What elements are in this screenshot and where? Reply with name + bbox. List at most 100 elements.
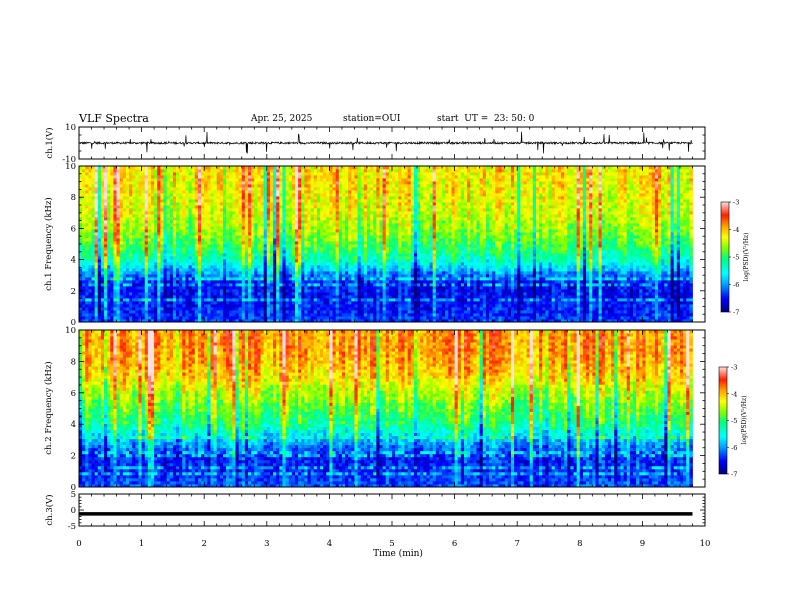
spectrogram-cell [288, 316, 293, 320]
spectrogram-cell [238, 232, 243, 236]
spectrogram-cell [294, 238, 299, 242]
spectrogram-cell [282, 172, 286, 176]
spectrogram-cell [110, 307, 114, 311]
spectrogram-cell [269, 280, 274, 284]
spectrogram-cell [160, 175, 164, 179]
spectrogram-cell [213, 232, 218, 236]
spectrogram-cell [113, 277, 117, 281]
spectrogram-cell [307, 280, 312, 284]
spectrogram-cell [273, 280, 277, 284]
spectrogram-cell [179, 214, 183, 218]
spectrogram-cell [110, 235, 114, 239]
spectrogram-cell [104, 304, 108, 308]
spectrogram-cell [116, 244, 121, 248]
spectrogram-cell [222, 202, 227, 206]
spectrogram-cell [85, 205, 89, 209]
spectrogram-cell [329, 295, 333, 299]
spectrogram-cell [248, 283, 252, 287]
spectrogram-cell [329, 169, 333, 173]
spectrogram-cell [232, 307, 236, 311]
spectrogram-cell [288, 211, 293, 215]
spectrogram-cell [320, 280, 324, 284]
spectrogram-cell [172, 229, 177, 233]
spectrogram-cell [88, 316, 92, 320]
spectrogram-cell [279, 283, 283, 287]
spectrogram-cell [363, 190, 368, 194]
spectrogram-cell [235, 220, 240, 224]
spectrogram-cell [116, 238, 121, 242]
spectrogram-cell [238, 229, 243, 233]
spectrogram-cell [160, 211, 164, 215]
spectrogram-cell [132, 232, 136, 236]
spectrogram-cell [288, 193, 293, 197]
spectrogram-cell [97, 295, 102, 299]
spectrogram-cell [104, 196, 108, 200]
spectrogram-cell [257, 226, 261, 230]
spectrogram-cell [213, 250, 218, 254]
spectrogram-cell [266, 319, 271, 323]
spectrogram-cell [307, 283, 312, 287]
spectrogram-cell [338, 256, 343, 260]
spectrogram-cell [354, 175, 358, 179]
spectrogram-cell [285, 259, 290, 263]
spectrogram-cell [204, 214, 208, 218]
spectrogram-cell [269, 172, 274, 176]
spectrogram-cell [366, 304, 371, 308]
spectrogram-cell [229, 229, 233, 233]
spectrogram-cell [122, 268, 127, 272]
spectrogram-cell [354, 235, 358, 239]
spectrogram-cell [232, 190, 236, 194]
spectrogram-cell [107, 250, 111, 254]
spectrogram-cell [204, 241, 208, 245]
spectrogram-cell [226, 274, 230, 278]
spectrogram-cell [197, 274, 202, 278]
spectrogram-cell [119, 229, 124, 233]
spectrogram-cell [269, 232, 274, 236]
spectrogram-cell [276, 166, 280, 170]
spectrogram-cell [269, 283, 274, 287]
spectrogram-cell [316, 226, 321, 230]
spectrogram-cell [335, 307, 340, 311]
spectrogram-cell [150, 274, 155, 278]
spectrogram-cell [85, 289, 89, 293]
spectrogram-cell [323, 196, 327, 200]
spectrogram-cell [147, 310, 152, 314]
spectrogram-cell [201, 250, 205, 254]
spectrogram-cell [135, 211, 139, 215]
spectrogram-cell [104, 262, 108, 266]
spectrogram-cell [288, 238, 293, 242]
spectrogram-cell [363, 214, 368, 218]
spectrogram-cell [326, 244, 330, 248]
spectrogram-cell [244, 316, 249, 320]
spectrogram-cell [332, 274, 337, 278]
spectrogram-cell [91, 190, 96, 194]
spectrogram-cell [135, 268, 139, 272]
spectrogram-cell [354, 310, 358, 314]
spectrogram-cell [191, 256, 196, 260]
spectrogram-cell [313, 211, 318, 215]
spectrogram-cell [251, 175, 255, 179]
spectrogram-cell [185, 247, 189, 251]
spectrogram-cell [119, 190, 124, 194]
spectrogram-cell [226, 235, 230, 239]
spectrogram-cell [232, 238, 236, 242]
spectrogram-cell [316, 316, 321, 320]
spectrogram-cell [185, 283, 189, 287]
spectrogram-cell [354, 292, 358, 296]
spectrogram-cell [251, 235, 255, 239]
spectrogram-cell [363, 229, 368, 233]
spectrogram-cell [229, 301, 233, 305]
spectrogram-cell [338, 232, 343, 236]
spectrogram-cell [157, 205, 161, 209]
spectrogram-cell [201, 178, 205, 182]
spectrogram-cell [232, 181, 236, 185]
spectrogram-cell [229, 310, 233, 314]
spectrogram-cell [370, 208, 374, 212]
spectrogram-cell [357, 250, 362, 254]
spectrogram-cell [157, 196, 161, 200]
spectrogram-cell [219, 301, 224, 305]
spectrogram-cell [310, 211, 315, 215]
spectrogram-cell [216, 280, 221, 284]
spectrogram-cell [219, 211, 224, 215]
spectrogram-cell [248, 175, 252, 179]
